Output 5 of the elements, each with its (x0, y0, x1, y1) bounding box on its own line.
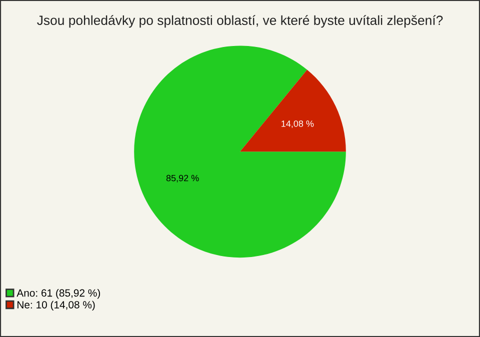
legend-label: Ne: 10 (14,08 %) (18, 300, 95, 311)
chart-title: Jsou pohledávky po splatnosti oblastí, ve které byste uvítali zlepšení? (37, 15, 443, 28)
legend-label: Ano: 61 (85,92 %) (16, 289, 100, 299)
data-label: 14,08 % (282, 120, 314, 128)
data-label: 85,92 % (166, 174, 199, 182)
